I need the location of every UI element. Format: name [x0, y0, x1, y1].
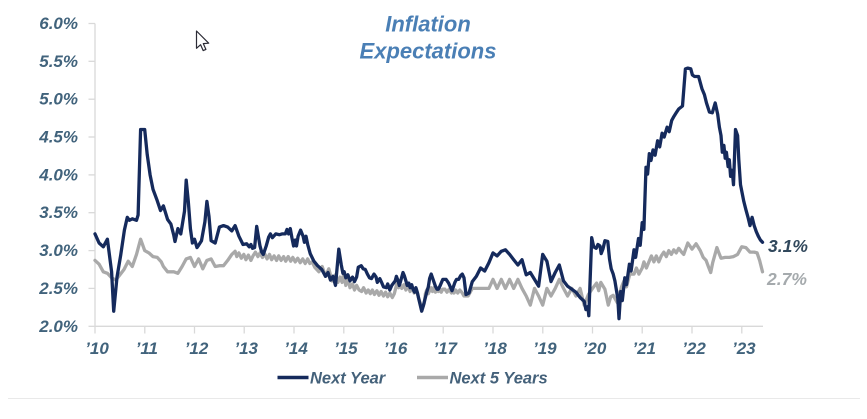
svg-text:’23: ’23: [732, 339, 756, 358]
svg-text:’22: ’22: [682, 339, 706, 358]
svg-text:’17: ’17: [433, 339, 458, 358]
svg-text:5.0%: 5.0%: [39, 90, 78, 109]
svg-text:’12: ’12: [185, 339, 209, 358]
svg-text:3.1%: 3.1%: [768, 236, 808, 256]
svg-text:5.5%: 5.5%: [39, 52, 78, 71]
svg-text:’11: ’11: [136, 339, 158, 358]
svg-text:2.5%: 2.5%: [38, 279, 78, 298]
svg-text:Expectations: Expectations: [360, 39, 497, 64]
svg-text:’20: ’20: [583, 339, 607, 358]
svg-text:’10: ’10: [85, 339, 109, 358]
svg-text:’18: ’18: [483, 339, 507, 358]
svg-text:’13: ’13: [234, 339, 258, 358]
svg-text:2.7%: 2.7%: [766, 269, 807, 289]
svg-text:3.5%: 3.5%: [39, 203, 78, 222]
svg-text:3.0%: 3.0%: [39, 241, 78, 260]
svg-text:4.0%: 4.0%: [38, 165, 78, 184]
svg-text:2.0%: 2.0%: [38, 317, 78, 336]
svg-text:Inflation: Inflation: [385, 12, 471, 37]
svg-text:’14: ’14: [284, 339, 308, 358]
svg-text:’19: ’19: [533, 339, 557, 358]
svg-text:Next 5 Years: Next 5 Years: [450, 370, 548, 388]
svg-text:’21: ’21: [632, 339, 656, 358]
svg-text:4.5%: 4.5%: [38, 128, 78, 147]
svg-text:’16: ’16: [384, 339, 408, 358]
svg-text:6.0%: 6.0%: [39, 14, 78, 33]
svg-text:Next Year: Next Year: [310, 370, 387, 388]
svg-text:’15: ’15: [334, 339, 358, 358]
